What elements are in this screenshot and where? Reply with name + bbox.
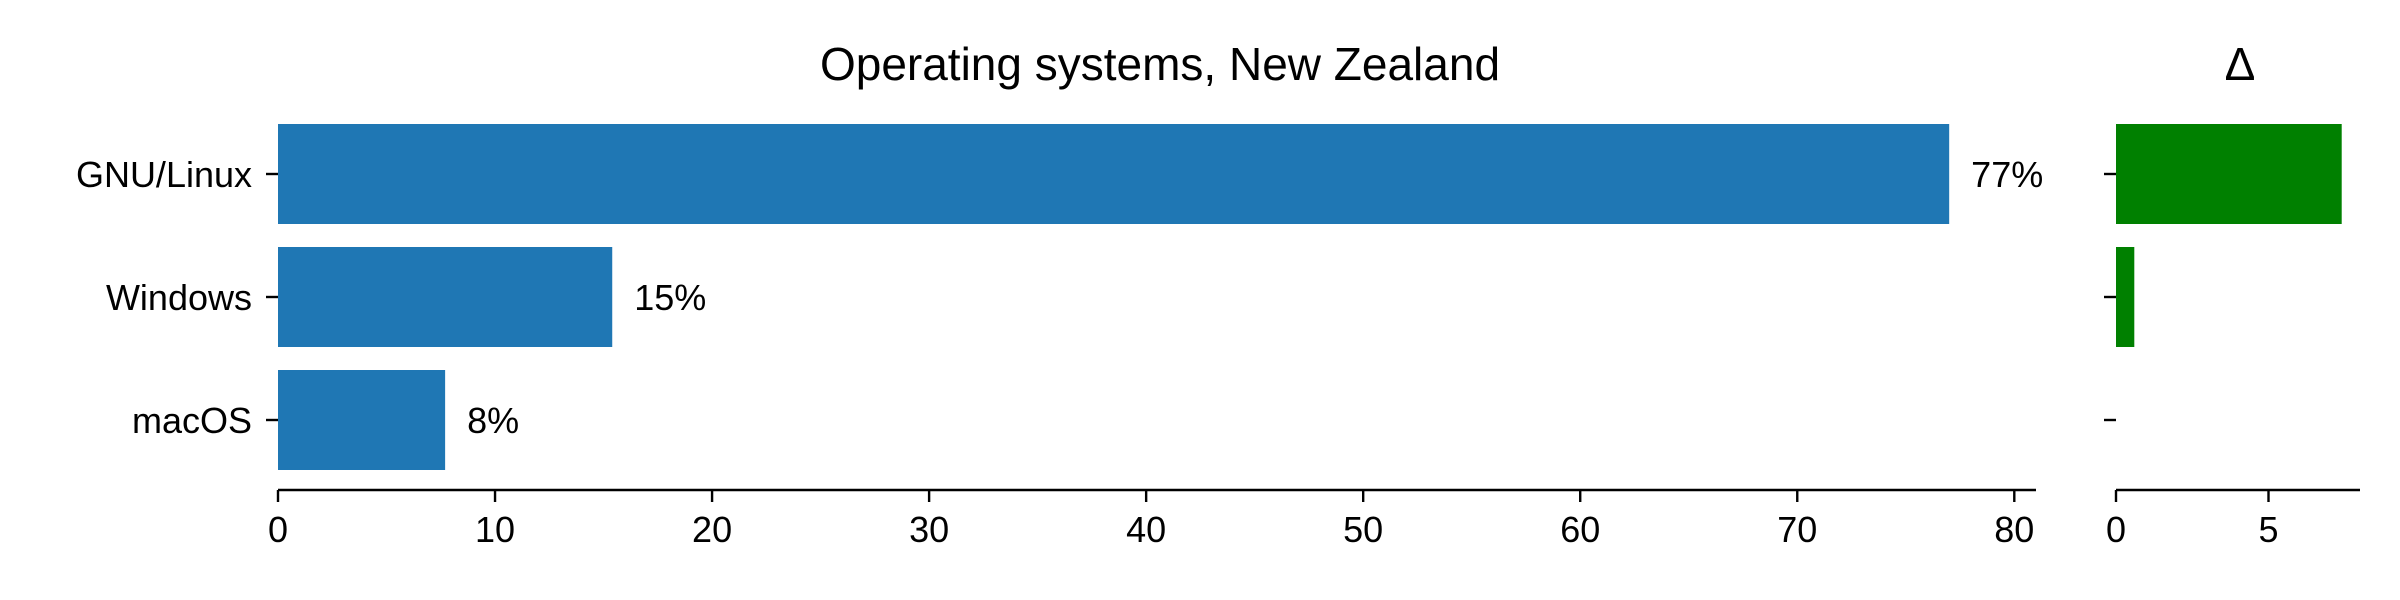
main-xtick-label-50: 50 (1343, 509, 1383, 550)
category-label-windows: Windows (106, 277, 252, 318)
main-xtick-label-40: 40 (1126, 509, 1166, 550)
main-chart-title: Operating systems, New Zealand (820, 38, 1500, 90)
main-xtick-label-0: 0 (268, 509, 288, 550)
main-xtick-label-60: 60 (1560, 509, 1600, 550)
data-label-windows: 15% (634, 277, 706, 318)
data-label-gnu-linux: 77% (1971, 154, 2043, 195)
main-bar-chart: Operating systems, New Zealand 77%15%8% … (76, 38, 2043, 550)
main-xtick-label-10: 10 (475, 509, 515, 550)
delta-bar-chart: Δ 0 5 (2104, 38, 2360, 550)
delta-chart-title: Δ (2225, 38, 2256, 90)
main-bar-windows (278, 247, 613, 347)
main-bar-gnu-linux (278, 124, 1950, 224)
main-xtick-label-70: 70 (1777, 509, 1817, 550)
main-bar-macos (278, 370, 446, 470)
main-xtick-label-30: 30 (909, 509, 949, 550)
delta-xtick-label-5: 5 (2258, 509, 2278, 550)
main-xtick-label-80: 80 (1994, 509, 2034, 550)
data-label-macos: 8% (467, 400, 519, 441)
delta-bar-windows (2116, 247, 2135, 347)
category-label-macos: macOS (132, 400, 252, 441)
delta-bar-gnu-linux (2116, 124, 2342, 224)
delta-xtick-label-0: 0 (2106, 509, 2126, 550)
category-label-gnu-linux: GNU/Linux (76, 154, 252, 195)
main-xtick-label-20: 20 (692, 509, 732, 550)
